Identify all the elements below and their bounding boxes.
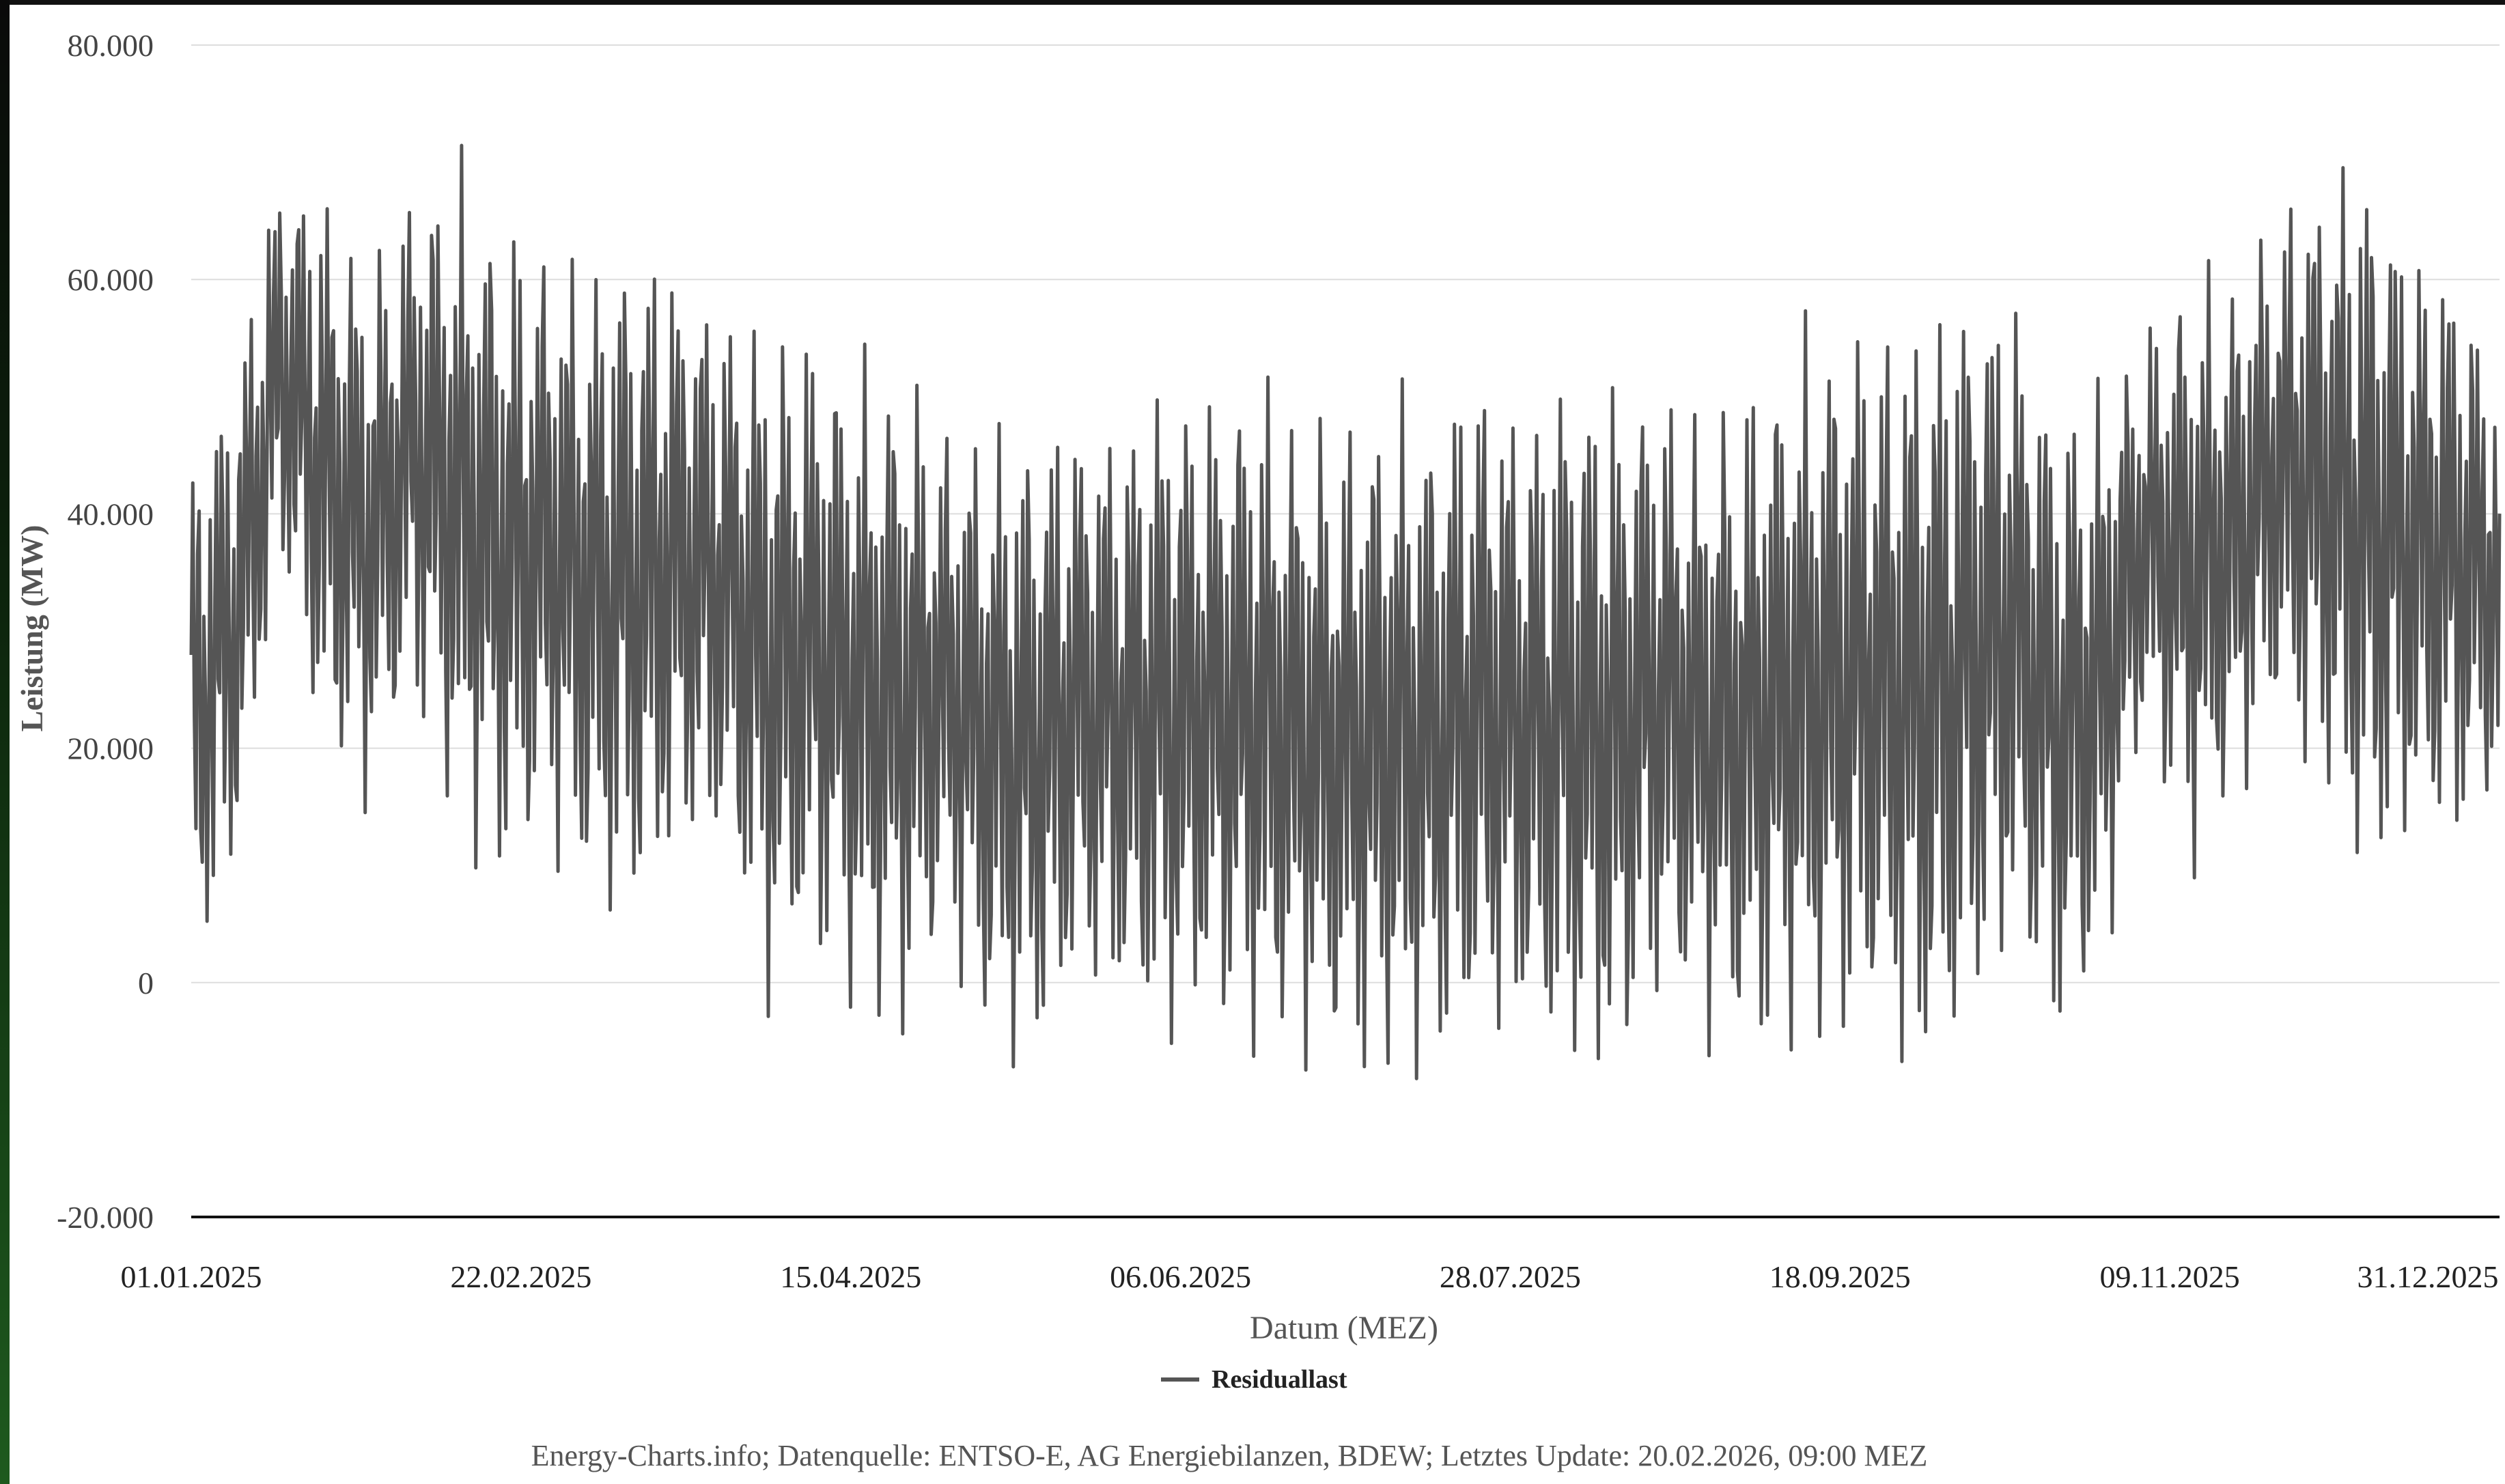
x-tick-label: 28.07.2025	[1440, 1259, 1581, 1294]
window-edge	[0, 0, 10, 1484]
series-layer	[189, 143, 2502, 1080]
y-axis-title: Leistung (MW)	[14, 525, 49, 732]
x-tick-label: 31.12.2025	[2357, 1259, 2499, 1294]
legend-swatch	[1161, 1377, 1199, 1382]
x-tick-label: 01.01.2025	[121, 1259, 262, 1294]
x-tick-label: 06.06.2025	[1110, 1259, 1251, 1294]
y-tick-label: -20.000	[57, 1200, 154, 1235]
y-axis-ticks: -20.000 0 20.000 40.000 60.000 80.000	[57, 28, 154, 1235]
x-tick-label: 09.11.2025	[2099, 1259, 2239, 1294]
x-tick-label: 15.04.2025	[780, 1259, 921, 1294]
series-line-residuallast	[189, 143, 2502, 1080]
y-tick-label: 80.000	[68, 28, 154, 63]
top-band	[0, 0, 2505, 5]
legend[interactable]: Residuallast	[1161, 1364, 1347, 1395]
y-tick-label: 20.000	[68, 731, 154, 766]
x-tick-label: 18.09.2025	[1769, 1259, 1911, 1294]
y-tick-label: 0	[138, 966, 154, 1000]
source-footer: Energy-Charts.info; Datenquelle: ENTSO-E…	[531, 1439, 1928, 1472]
legend-label-residuallast: Residuallast	[1212, 1365, 1347, 1394]
x-axis-title: Datum (MEZ)	[1250, 1310, 1438, 1346]
x-tick-label: 22.02.2025	[450, 1259, 591, 1294]
y-tick-label: 60.000	[68, 262, 154, 297]
y-tick-label: 40.000	[68, 496, 154, 531]
x-axis-ticks: 01.01.2025 22.02.2025 15.04.2025 06.06.2025…	[121, 1259, 2499, 1294]
